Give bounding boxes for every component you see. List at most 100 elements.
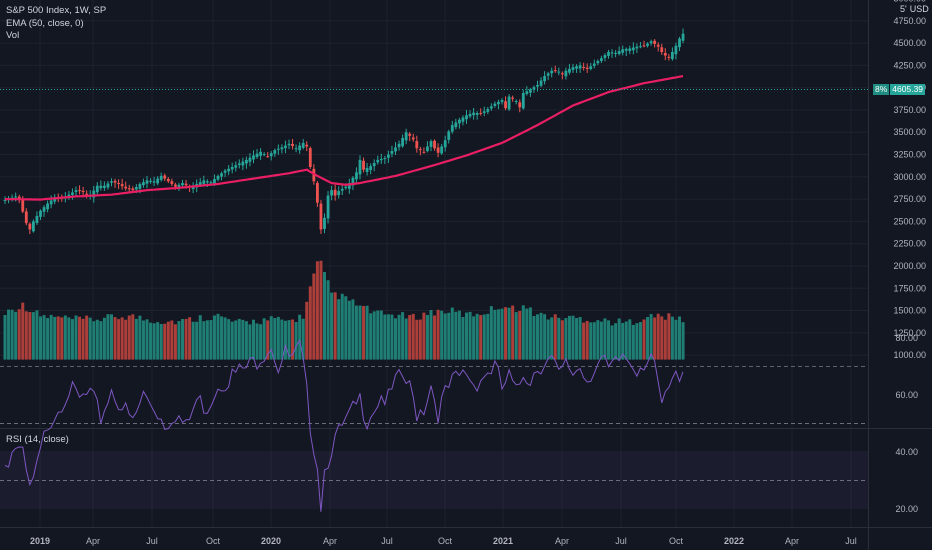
candle-body [326,195,330,219]
candle-body [379,158,383,161]
volume-bar [326,280,330,360]
volume-bar [63,315,67,360]
price-tick-label: 3000.00 [893,172,926,182]
time-tick-label: 2021 [493,536,513,546]
rsi-tick-label: 20.00 [895,504,918,514]
volume-bar [678,316,681,360]
volume-bar [173,324,177,360]
candle-body [294,148,298,150]
candle-body [95,185,99,193]
candle-body [575,66,578,69]
volume-bar [308,286,312,360]
rsi-line [4,338,684,512]
volume-bar [582,322,586,360]
candle-body [422,151,426,153]
candle-body [621,49,625,53]
ema-legend[interactable]: EMA (50, close, 0) [6,18,84,29]
volume-bar [585,320,589,360]
candle-body [440,146,444,154]
price-tick-label: 2250.00 [893,239,926,249]
candle-body [205,181,209,183]
candle-body [617,51,621,55]
volume-bar [617,318,621,360]
price-axis[interactable]: 1000.00 1250.00 1500.00 1750.00 2000.00 2250.… [893,0,926,360]
candle-body [635,46,639,49]
symbol-legend[interactable]: S&P 500 Index, 1W, SP [6,5,107,16]
candle-body [266,156,270,158]
volume-bar [131,314,135,360]
volume-bar [465,312,468,360]
candle-body [468,113,472,117]
price-tick-label: 4250.00 [893,60,926,70]
candle-body [124,186,128,189]
rsi-legend[interactable]: RSI (14, close) [6,434,69,445]
candle-body [319,203,323,230]
candle-body [564,70,568,77]
price-tick-label: 1750.00 [893,283,926,293]
candle-body [35,216,39,223]
volume-bar [404,318,408,360]
volume-bar [294,322,298,360]
candle-body [426,146,429,152]
volume-bar [656,313,660,360]
volume-bar [351,299,355,360]
candle-body [131,188,135,191]
volume-bar [117,319,121,360]
volume-bar [571,315,575,360]
candle-body [170,181,174,184]
volume-legend[interactable]: Vol [6,30,20,41]
currency-badge[interactable]: 5' USD [900,4,929,14]
volume-bar [70,319,74,360]
candle-body [642,45,646,47]
candle-body [553,70,557,72]
candle-body [174,184,177,187]
candle-body [276,148,280,150]
volume-bar [177,321,181,360]
candle-body [589,66,593,70]
candle-body [213,179,216,185]
volume-bar [205,320,209,360]
volume-bar [319,260,323,360]
candle-body [273,150,277,154]
volume-bar [195,321,199,360]
volume-bar [252,319,255,360]
time-tick-label: Apr [555,536,569,546]
volume-bar [454,311,458,360]
volume-bar [323,272,326,360]
volume-bar [269,316,273,360]
candle-body [511,97,515,99]
volume-bar [631,324,635,360]
volume-bar [653,317,657,360]
time-axis[interactable]: 2019 Apr Jul Oct 2020 Apr Jul Oct 2021 Apr Jul Oct 2… [30,536,857,546]
candle-body [159,175,163,180]
candle-body [639,46,642,48]
candle-body [482,111,486,114]
candle-body [262,154,266,156]
candles [3,28,685,235]
candle-body [49,200,53,205]
volume-bar [660,316,664,360]
volume-bar [638,322,642,360]
volume-bar [248,324,252,360]
candle-body [465,115,468,120]
volume-bar [149,322,153,360]
volume-bar [67,317,71,360]
candle-body [660,47,664,52]
volume-bar [635,323,639,360]
time-tick-label: 2019 [30,536,50,546]
candle-body [134,187,138,190]
volume-bar [99,321,103,360]
volume-bar [220,316,224,360]
candle-body [78,190,81,192]
candle-body [252,155,255,160]
volume-bar [241,319,245,360]
candle-body [113,180,117,183]
candle-body [518,102,522,108]
candle-body [543,76,546,82]
volume-bar [35,310,39,360]
candle-body [120,184,124,187]
volume-bar [607,320,610,360]
candle-body [607,51,610,56]
candle-body [418,149,422,151]
